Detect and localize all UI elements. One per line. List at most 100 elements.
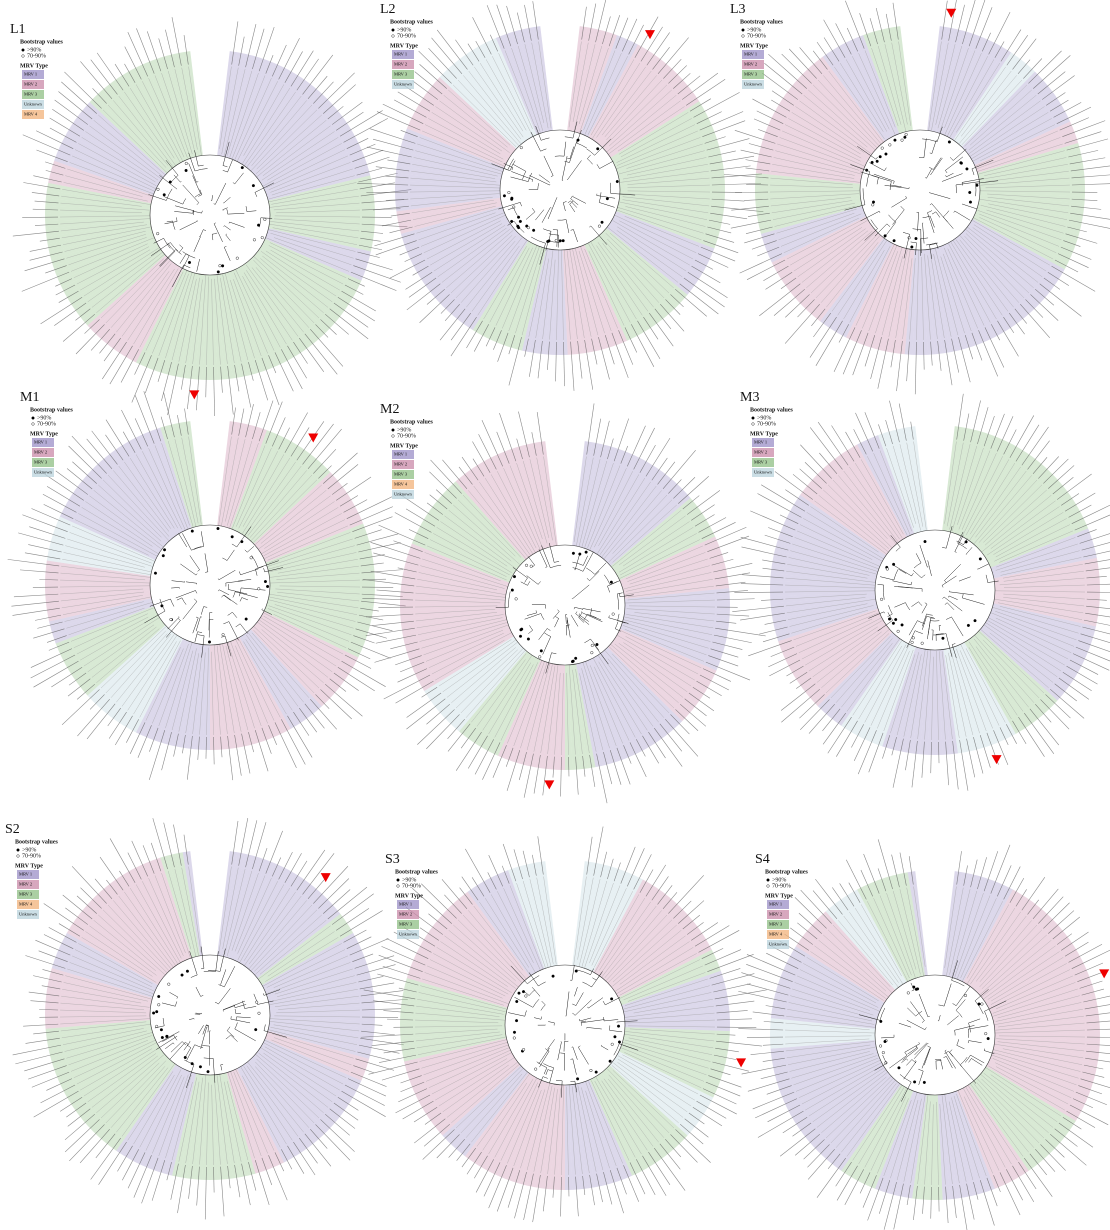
legend-text: 70-90% bbox=[772, 883, 791, 889]
tree-ring bbox=[875, 975, 995, 1095]
bootstrap-node bbox=[606, 197, 609, 200]
bootstrap-node bbox=[515, 1019, 518, 1022]
leaf-label-trace bbox=[429, 48, 457, 78]
legend-title: Bootstrap values bbox=[750, 407, 794, 413]
bootstrap-node bbox=[160, 1028, 163, 1031]
panel-label: S2 bbox=[5, 822, 20, 837]
bootstrap-node bbox=[264, 580, 267, 583]
bootstrap-node bbox=[612, 613, 615, 616]
bootstrap-node bbox=[907, 992, 910, 995]
bootstrap-node bbox=[552, 975, 555, 978]
legend-title: MRV Type bbox=[30, 431, 58, 437]
bootstrap-node bbox=[879, 1045, 882, 1048]
bootstrap-node bbox=[152, 1012, 155, 1015]
bootstrap-node bbox=[596, 147, 599, 150]
legend-title: Bootstrap values bbox=[15, 839, 59, 845]
legend-dot bbox=[392, 435, 395, 438]
bootstrap-node bbox=[984, 1032, 987, 1035]
tree-ring bbox=[505, 545, 625, 665]
bootstrap-node bbox=[221, 265, 224, 268]
bootstrap-node bbox=[191, 530, 194, 533]
bootstrap-node bbox=[915, 237, 918, 240]
legend-text: MRV 2 bbox=[394, 462, 407, 467]
legend-dot bbox=[767, 885, 770, 888]
leaf-label-trace bbox=[76, 324, 105, 354]
legend-text: MRV 3 bbox=[394, 72, 408, 77]
bootstrap-node bbox=[169, 181, 172, 184]
legend-title: Bootstrap values bbox=[20, 39, 64, 45]
tree-ring bbox=[505, 965, 625, 1085]
bootstrap-node bbox=[162, 554, 165, 557]
legend-dot bbox=[17, 849, 20, 852]
legend-text: MRV 3 bbox=[24, 92, 38, 97]
tree-panel: S4Bootstrap values>90%70-90%MRV TypeMRV … bbox=[738, 839, 1110, 1230]
bootstrap-node bbox=[255, 1001, 258, 1004]
bootstrap-node bbox=[876, 160, 879, 163]
legend-title: MRV Type bbox=[395, 893, 423, 899]
bootstrap-node bbox=[610, 581, 613, 584]
bootstrap-node bbox=[525, 564, 528, 567]
bootstrap-node bbox=[979, 558, 982, 561]
bootstrap-node bbox=[513, 575, 516, 578]
bootstrap-node bbox=[538, 656, 541, 659]
bootstrap-node bbox=[595, 1071, 598, 1074]
legend-title: MRV Type bbox=[390, 443, 418, 449]
legend-text: 70-90% bbox=[397, 33, 416, 39]
legend-dot bbox=[742, 35, 745, 38]
bootstrap-node bbox=[981, 1003, 984, 1006]
bootstrap-node bbox=[617, 1025, 620, 1028]
legend-text: MRV 3 bbox=[744, 72, 758, 77]
bootstrap-node bbox=[572, 552, 575, 555]
bootstrap-node bbox=[616, 180, 619, 183]
bootstrap-node bbox=[185, 169, 188, 172]
bootstrap-node bbox=[901, 624, 904, 627]
bootstrap-node bbox=[264, 218, 267, 221]
bootstrap-node bbox=[871, 204, 874, 207]
bootstrap-node bbox=[510, 220, 513, 223]
tree-panel: M1Bootstrap values>90%70-90%MRV TypeMRV … bbox=[8, 390, 406, 780]
bootstrap-node bbox=[555, 239, 558, 242]
bootstrap-node bbox=[254, 1028, 257, 1031]
panel-label: M2 bbox=[380, 402, 399, 417]
bootstrap-node bbox=[515, 1000, 518, 1003]
legend-text: MRV 1 bbox=[34, 440, 47, 445]
bootstrap-node bbox=[886, 568, 889, 571]
legend-dot bbox=[22, 55, 25, 58]
bootstrap-node bbox=[155, 1010, 158, 1013]
bootstrap-node bbox=[964, 994, 967, 997]
legend-text: MRV 2 bbox=[399, 912, 412, 917]
legend-text: MRV 2 bbox=[744, 62, 757, 67]
panel-label: M3 bbox=[740, 390, 759, 405]
legend-dot bbox=[392, 35, 395, 38]
bootstrap-node bbox=[170, 618, 173, 621]
legend-text: 70-90% bbox=[757, 421, 776, 427]
legend-text: Unknown bbox=[34, 470, 52, 475]
leaf-label-trace bbox=[782, 54, 812, 83]
bootstrap-node bbox=[520, 146, 523, 149]
bootstrap-node bbox=[913, 1081, 916, 1084]
legend-text: MRV 1 bbox=[399, 902, 412, 907]
legend-text: Unknown bbox=[394, 492, 412, 497]
tree-ring bbox=[150, 525, 270, 645]
bootstrap-node bbox=[889, 144, 892, 147]
legend-text: MRV 4 bbox=[769, 932, 783, 937]
bootstrap-node bbox=[219, 264, 222, 267]
bootstrap-node bbox=[901, 139, 904, 142]
bootstrap-node bbox=[540, 650, 543, 653]
bootstrap-node bbox=[520, 628, 523, 631]
legend-dot bbox=[17, 855, 20, 858]
bootstrap-node bbox=[517, 216, 520, 219]
bootstrap-node bbox=[924, 540, 927, 543]
bootstrap-node bbox=[522, 1048, 525, 1051]
legend-text: 70-90% bbox=[747, 33, 766, 39]
highlight-marker bbox=[946, 9, 956, 18]
legend-dot bbox=[752, 417, 755, 420]
bootstrap-node bbox=[217, 527, 220, 530]
tree-panel: L3Bootstrap values>90%70-90%MRV TypeMRV … bbox=[724, 0, 1110, 394]
bootstrap-node bbox=[912, 637, 915, 640]
panel-label: L2 bbox=[380, 2, 396, 17]
legend-text: MRV 2 bbox=[394, 62, 407, 67]
bootstrap-node bbox=[257, 587, 260, 590]
bootstrap-node bbox=[163, 193, 166, 196]
legend-text: 70-90% bbox=[22, 853, 41, 859]
